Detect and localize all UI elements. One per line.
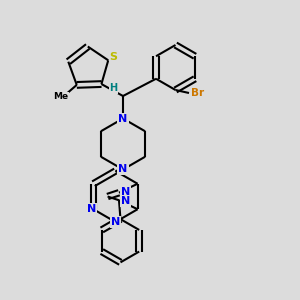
Text: S: S <box>110 52 118 62</box>
Text: N: N <box>87 204 97 214</box>
Text: Me: Me <box>53 92 68 101</box>
Text: N: N <box>118 164 127 175</box>
Text: H: H <box>109 83 118 94</box>
Text: N: N <box>111 217 120 227</box>
Text: N: N <box>118 113 127 124</box>
Text: N: N <box>121 187 130 196</box>
Text: Br: Br <box>191 88 205 98</box>
Text: N: N <box>121 196 130 206</box>
